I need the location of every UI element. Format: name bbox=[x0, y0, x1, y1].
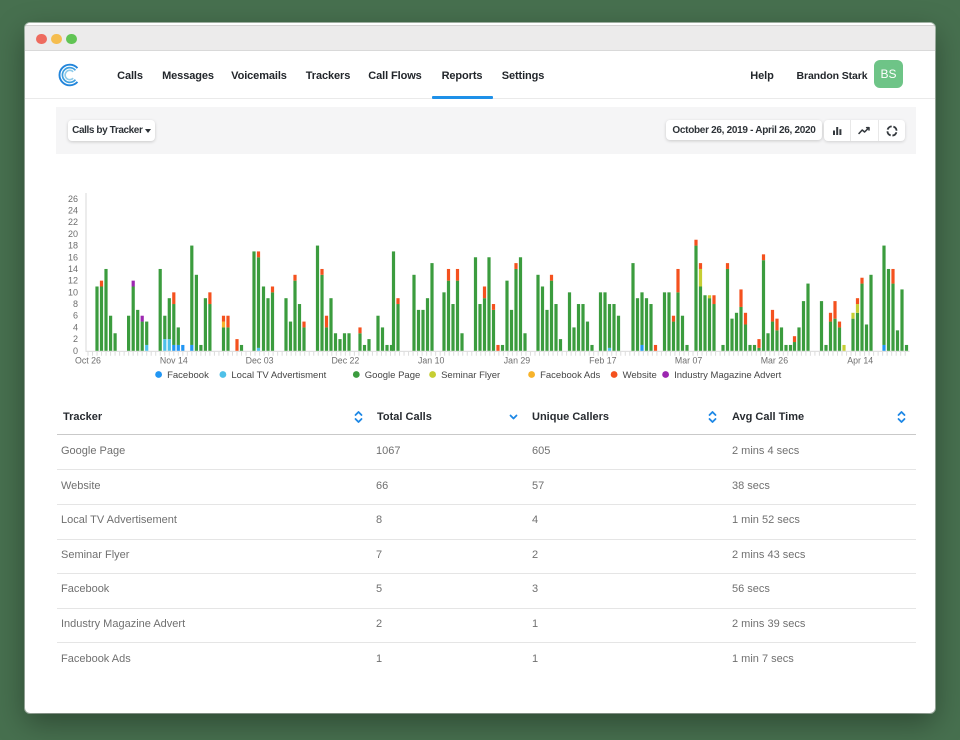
svg-text:12: 12 bbox=[68, 276, 78, 286]
svg-text:Apr 14: Apr 14 bbox=[847, 356, 873, 366]
svg-text:14: 14 bbox=[68, 264, 78, 274]
svg-text:Local TV Advertisment: Local TV Advertisment bbox=[231, 370, 326, 381]
svg-text:Jan 29: Jan 29 bbox=[504, 356, 531, 366]
svg-text:22: 22 bbox=[68, 217, 78, 227]
svg-text:Industry Magazine Advert: Industry Magazine Advert bbox=[674, 370, 782, 381]
svg-text:8: 8 bbox=[73, 299, 78, 309]
svg-text:20: 20 bbox=[68, 229, 78, 239]
svg-text:24: 24 bbox=[68, 206, 78, 216]
svg-text:Seminar Flyer: Seminar Flyer bbox=[441, 370, 500, 381]
svg-text:6: 6 bbox=[73, 311, 78, 321]
svg-text:10: 10 bbox=[68, 287, 78, 297]
svg-text:Oct 26: Oct 26 bbox=[75, 356, 101, 366]
svg-text:Dec 03: Dec 03 bbox=[246, 356, 274, 366]
svg-text:Website: Website bbox=[623, 370, 657, 381]
svg-text:4: 4 bbox=[73, 322, 78, 332]
svg-text:Jan 10: Jan 10 bbox=[418, 356, 445, 366]
svg-text:Google Page: Google Page bbox=[365, 370, 420, 381]
svg-text:Facebook: Facebook bbox=[167, 370, 209, 381]
svg-text:Facebook Ads: Facebook Ads bbox=[540, 370, 600, 381]
svg-text:0: 0 bbox=[73, 346, 78, 356]
svg-text:Feb 17: Feb 17 bbox=[589, 356, 616, 366]
svg-text:Nov 14: Nov 14 bbox=[160, 356, 188, 366]
svg-text:2: 2 bbox=[73, 334, 78, 344]
svg-text:18: 18 bbox=[68, 241, 78, 251]
svg-text:26: 26 bbox=[68, 194, 78, 204]
svg-text:Mar 26: Mar 26 bbox=[761, 356, 788, 366]
svg-text:Mar 07: Mar 07 bbox=[675, 356, 702, 366]
svg-text:Dec 22: Dec 22 bbox=[331, 356, 359, 366]
svg-text:16: 16 bbox=[68, 252, 78, 262]
